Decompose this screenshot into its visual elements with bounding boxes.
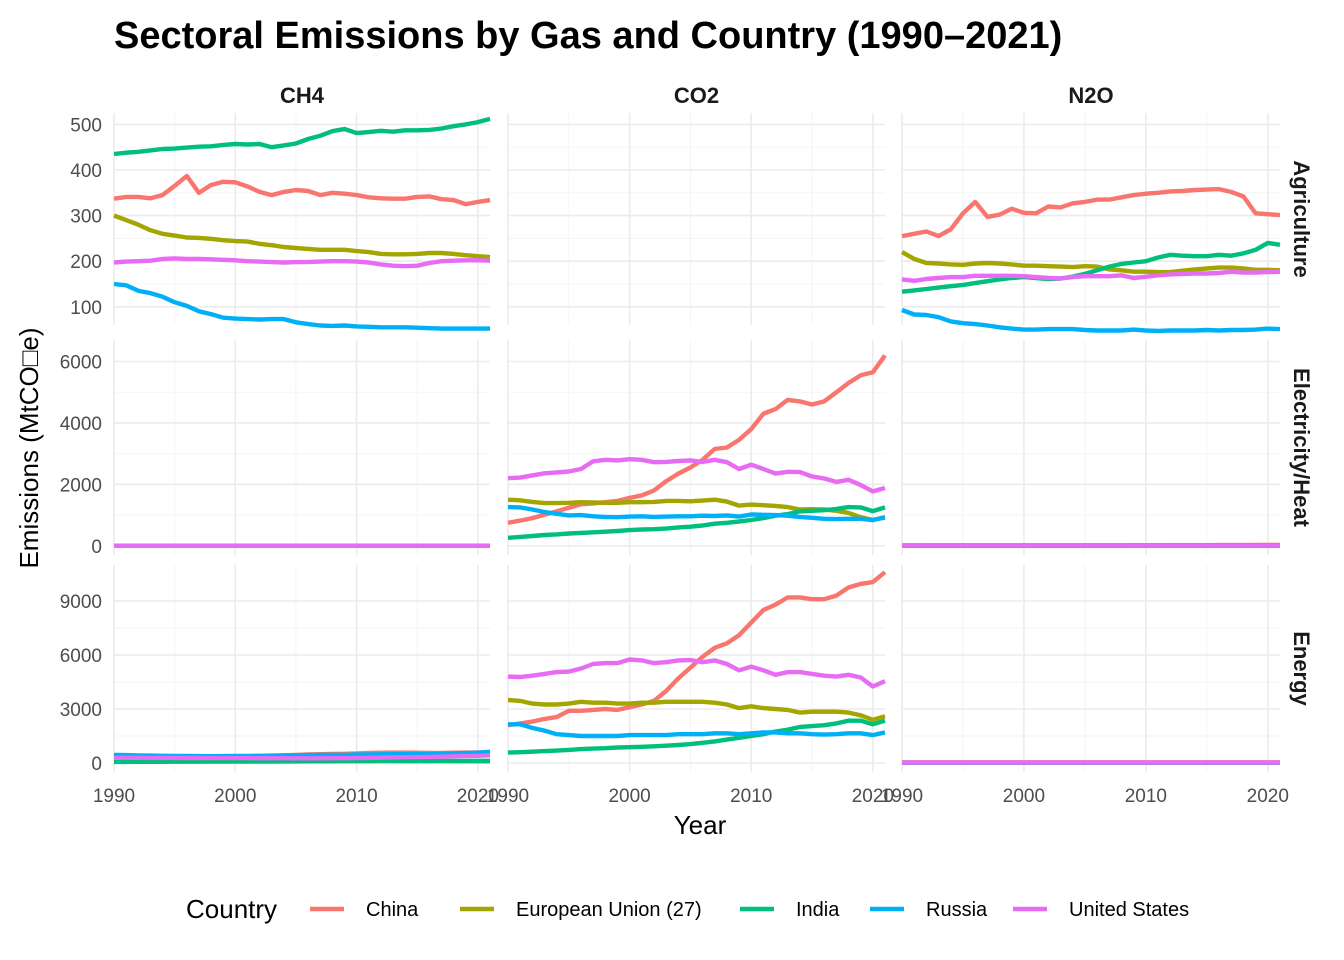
x-axis-label: Year xyxy=(674,810,727,840)
panel-electricity-heat-ch4 xyxy=(113,340,490,555)
series-india xyxy=(901,240,1281,294)
chart-title: Sectoral Emissions by Gas and Country (1… xyxy=(114,15,1062,57)
series-european-union-27 xyxy=(507,697,886,722)
legend-item-china: China xyxy=(310,899,419,921)
legend: Country China European Union (27) India Rus… xyxy=(186,894,1189,924)
y-tick-label: 3000 xyxy=(60,700,102,721)
series-india xyxy=(507,504,886,540)
series-india xyxy=(507,718,886,755)
x-tick-label: 2000 xyxy=(608,786,650,807)
legend-item-united-states: United States xyxy=(1013,899,1189,921)
x-tick-label: 2000 xyxy=(1003,786,1045,807)
panel-energy-ch4 xyxy=(113,565,491,772)
series-european-union-27 xyxy=(900,250,1281,275)
y-tick-label: 6000 xyxy=(60,646,102,667)
strip-energy: Energy xyxy=(1289,631,1314,706)
y-axes: 100 200 300 400 500 0 2000 4000 6000 0 3000 6000 900… xyxy=(60,115,102,775)
strip-co2: CO2 xyxy=(674,83,719,108)
x-tick-label: 2000 xyxy=(214,786,256,807)
series-united-states xyxy=(901,269,1281,283)
legend-label: European Union (27) xyxy=(516,899,702,921)
row-strips: Agriculture Electricity/Heat Energy xyxy=(1289,160,1314,706)
series-russia xyxy=(508,722,886,739)
series-india xyxy=(114,758,490,765)
legend-label: United States xyxy=(1069,899,1189,921)
series-china xyxy=(507,354,887,525)
y-axis-label: Emissions (MtCO□e) xyxy=(14,327,44,568)
strip-n2o: N2O xyxy=(1068,83,1113,108)
strip-agriculture: Agriculture xyxy=(1289,160,1314,277)
series-india xyxy=(113,116,491,157)
facet-panels xyxy=(113,113,1281,772)
y-tick-label: 300 xyxy=(70,207,102,228)
series-china xyxy=(113,173,491,207)
series-russia xyxy=(507,504,886,523)
x-tick-label: 2010 xyxy=(1125,786,1167,807)
legend-item-india: India xyxy=(740,899,840,921)
x-tick-label: 2010 xyxy=(730,786,772,807)
x-tick-label: 1990 xyxy=(93,786,135,807)
series-united-states xyxy=(507,657,886,689)
panel-energy-co2 xyxy=(507,565,887,772)
legend-label: China xyxy=(366,899,419,921)
y-tick-label: 4000 xyxy=(60,414,102,435)
y-tick-label: 0 xyxy=(91,537,102,558)
y-tick-label: 2000 xyxy=(60,475,102,496)
x-tick-label: 1990 xyxy=(881,786,923,807)
y-tick-label: 9000 xyxy=(60,592,102,613)
x-tick-label: 2020 xyxy=(1247,786,1289,807)
series-russia xyxy=(113,281,490,331)
panel-agriculture-n2o xyxy=(900,113,1281,334)
y-tick-label: 200 xyxy=(70,252,102,273)
legend-item-european-union-27: European Union (27) xyxy=(460,899,702,921)
legend-item-russia: Russia xyxy=(870,899,988,921)
series-european-union-27 xyxy=(113,213,491,260)
x-tick-label: 2020 xyxy=(457,786,499,807)
strip-ch4: CH4 xyxy=(280,83,325,108)
series-china xyxy=(901,186,1281,239)
legend-title: Country xyxy=(186,894,277,924)
series-united-states xyxy=(507,457,886,494)
panel-electricity-heat-co2 xyxy=(507,340,887,555)
panel-electricity-heat-n2o xyxy=(901,340,1280,555)
y-tick-label: 500 xyxy=(70,115,102,136)
column-strips: CH4 CO2 N2O xyxy=(280,83,1114,108)
panel-energy-n2o xyxy=(901,565,1280,772)
series-united-states xyxy=(113,256,491,269)
x-tick-label: 1990 xyxy=(487,786,529,807)
series-russia xyxy=(901,307,1281,334)
y-tick-label: 400 xyxy=(70,161,102,182)
series-united-states xyxy=(114,753,491,761)
x-tick-label: 2010 xyxy=(335,786,377,807)
y-tick-label: 0 xyxy=(91,754,102,775)
panel-agriculture-co2 xyxy=(507,113,885,325)
legend-label: Russia xyxy=(926,899,988,921)
panel-agriculture-ch4 xyxy=(113,113,491,331)
y-tick-label: 100 xyxy=(70,298,102,319)
legend-label: India xyxy=(796,899,840,921)
y-tick-label: 6000 xyxy=(60,353,102,374)
strip-electricity-heat: Electricity/Heat xyxy=(1289,368,1314,528)
x-tick-label: 2020 xyxy=(852,786,894,807)
